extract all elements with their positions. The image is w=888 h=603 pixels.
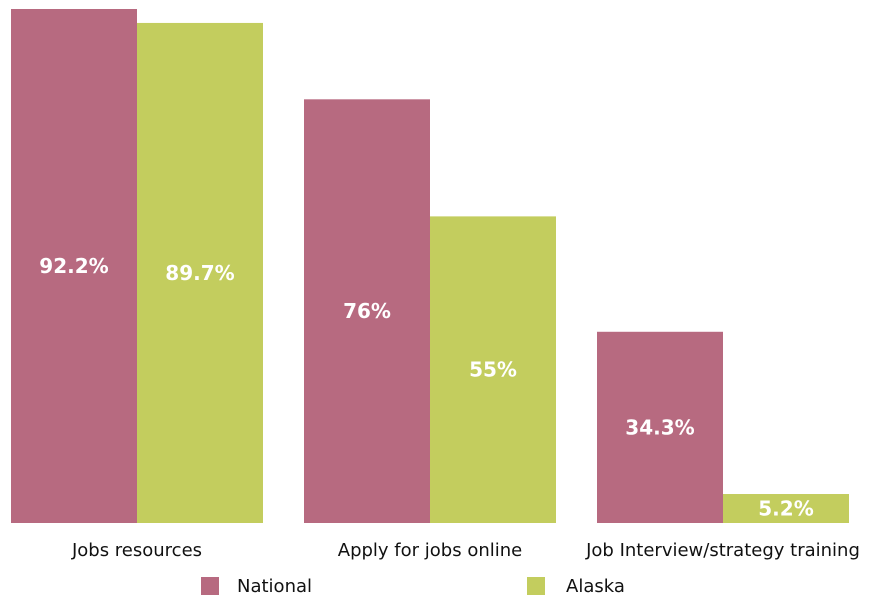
legend-swatch-alaska bbox=[527, 577, 545, 595]
category-label: Job Interview/strategy training bbox=[585, 540, 860, 561]
bar-national-2 bbox=[304, 99, 430, 523]
bar-alaska-3 bbox=[723, 494, 849, 523]
legend-swatch-national bbox=[201, 577, 219, 595]
bar-value-label: 55% bbox=[469, 358, 517, 382]
category-axis-labels: Jobs resources Apply for jobs online Job I… bbox=[71, 540, 860, 561]
category-label: Apply for jobs online bbox=[338, 540, 522, 561]
bar-value-label: 89.7% bbox=[165, 261, 234, 285]
legend-label-alaska: Alaska bbox=[566, 576, 625, 597]
bar-value-labels: 92.2% 89.7% 76% 55% 34.3% 5.2% bbox=[39, 254, 813, 521]
bar-alaska-1 bbox=[137, 22, 263, 523]
bar-value-label: 92.2% bbox=[39, 254, 108, 278]
bar-value-label: 5.2% bbox=[758, 497, 813, 521]
bar-national-3 bbox=[597, 331, 723, 523]
bar-value-label: 34.3% bbox=[625, 415, 694, 439]
bars-layer bbox=[11, 9, 849, 523]
category-label: Jobs resources bbox=[71, 540, 202, 561]
bar-alaska-2 bbox=[430, 216, 556, 523]
legend-label-national: National bbox=[237, 576, 312, 597]
bar-value-label: 76% bbox=[343, 299, 391, 323]
legend: National Alaska bbox=[201, 576, 625, 597]
bar-national-1 bbox=[11, 9, 137, 523]
